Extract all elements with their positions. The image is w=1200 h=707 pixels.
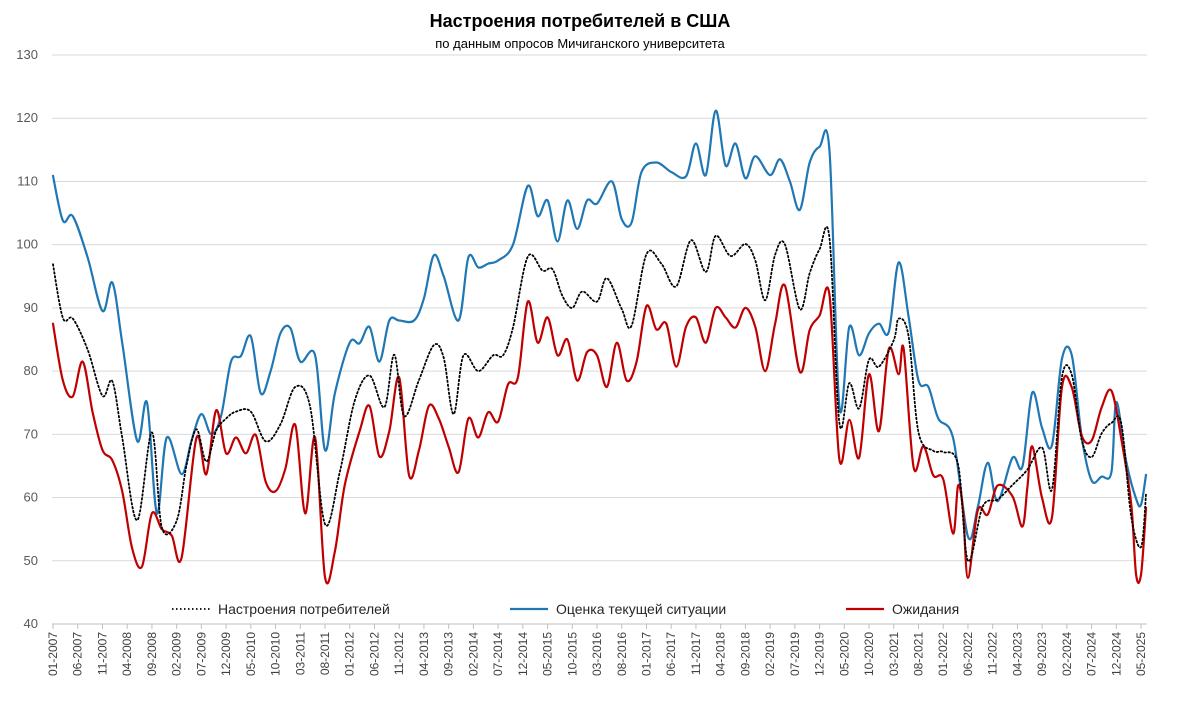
y-tick-label: 60 [24,490,38,505]
x-tick-label: 08-2016 [615,632,629,676]
x-tick-label: 09-2023 [1035,632,1049,676]
legend-bg [166,598,408,618]
x-tick-label: 11-2007 [96,632,110,675]
x-tick-label: 12-2019 [813,632,827,676]
series-lines [51,109,1148,585]
x-tick-label: 11-2012 [392,632,406,675]
y-axis-ticks: 40 50 60 70 80 90 100 110 120 130 [16,47,38,631]
x-tick-label: 06-2007 [71,632,85,676]
x-tick-label: 06-2017 [664,632,678,676]
x-tick-label: 01-2017 [640,632,654,676]
series-line-current-conditions [51,109,1148,541]
x-tick-label: 09-2008 [145,632,159,676]
x-tick-label: 10-2015 [565,632,579,676]
series-line-expectations [51,283,1148,585]
chart-subtitle: по данным опросов Мичиганского университ… [435,36,725,51]
x-tick-label: 05-2010 [244,632,258,676]
x-tick-label: 04-2008 [120,632,134,676]
legend-label-current-conditions: Оценка текущей ситуации [556,601,726,617]
x-tick-label: 07-2019 [788,632,802,676]
x-tick-label: 09-2013 [442,632,456,676]
x-tick-label: 01-2007 [46,632,60,676]
x-tick-label: 03-2016 [590,632,604,676]
x-axis-ticks: 01-2007 06-2007 11-2007 04-2008 09-2008 02-20… [46,624,1148,676]
x-tick-label: 04-2018 [714,632,728,676]
x-tick-label: 02-2019 [763,632,777,676]
series-line-sentiment [52,226,1147,562]
y-tick-label: 40 [24,616,38,631]
x-tick-label: 04-2013 [417,632,431,676]
x-tick-label: 01-2012 [343,632,357,676]
x-tick-label: 04-2023 [1010,632,1024,676]
x-tick-label: 08-2011 [318,632,332,675]
legend-bg [840,598,954,618]
x-tick-label: 07-2024 [1085,632,1099,676]
x-tick-label: 12-2024 [1109,632,1123,676]
y-tick-label: 80 [24,363,38,378]
x-tick-label: 07-2009 [194,632,208,676]
gridlines [52,54,1147,625]
x-tick-label: 10-2010 [269,632,283,676]
x-tick-label: 11-2022 [986,632,1000,675]
x-tick-label: 09-2018 [738,632,752,676]
x-tick-label: 02-2009 [170,632,184,676]
legend-bg [504,598,746,618]
y-tick-label: 50 [24,553,38,568]
x-tick-label: 05-2020 [837,632,851,676]
x-tick-label: 11-2017 [689,632,703,675]
legend-label-sentiment: Настроения потребителей [218,601,390,617]
y-tick-label: 130 [16,47,38,62]
x-tick-label: 01-2022 [936,632,950,676]
x-tick-label: 08-2021 [912,632,926,676]
x-tick-label: 12-2014 [516,632,530,676]
x-tick-label: 10-2020 [862,632,876,676]
x-tick-label: 05-2025 [1134,632,1148,676]
y-tick-label: 70 [24,426,38,441]
y-tick-label: 100 [16,237,38,252]
y-tick-label: 90 [24,300,38,315]
x-tick-label: 06-2012 [368,632,382,676]
legend-label-expectations: Ожидания [892,601,959,617]
y-tick-label: 110 [17,173,38,188]
y-tick-label: 120 [16,110,38,125]
x-tick-label: 07-2014 [491,632,505,676]
x-tick-label: 03-2021 [887,632,901,676]
x-tick-label: 02-2014 [466,632,480,676]
x-tick-label: 03-2011 [293,632,307,675]
x-tick-label: 06-2022 [961,632,975,676]
x-tick-label: 02-2024 [1060,632,1074,676]
legend: Настроения потребителей Оценка текущей си… [166,598,959,618]
x-tick-label: 05-2015 [541,632,555,676]
x-tick-label: 12-2009 [219,632,233,676]
chart-title: Настроения потребителей в США [430,11,731,31]
